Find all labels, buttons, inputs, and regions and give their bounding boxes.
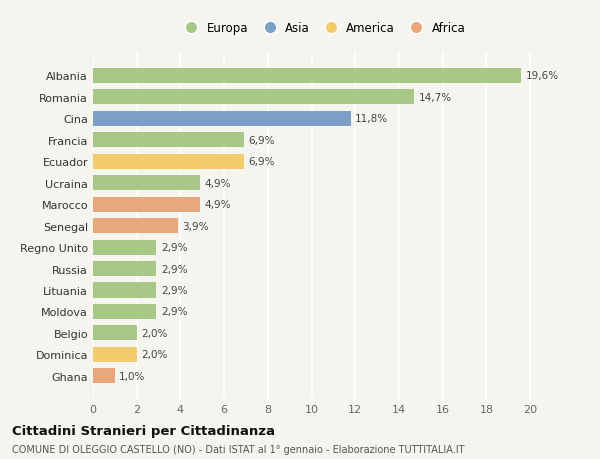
Bar: [93, 68, 521, 84]
Bar: [93, 369, 115, 384]
Text: 6,9%: 6,9%: [248, 157, 275, 167]
Text: Cittadini Stranieri per Cittadinanza: Cittadini Stranieri per Cittadinanza: [12, 425, 275, 437]
Bar: [93, 112, 351, 126]
Bar: [93, 197, 200, 212]
Text: 14,7%: 14,7%: [419, 92, 452, 102]
Text: 2,9%: 2,9%: [161, 285, 187, 295]
Bar: [93, 218, 178, 234]
Bar: [93, 154, 244, 169]
Text: 4,9%: 4,9%: [205, 178, 231, 188]
Bar: [93, 176, 200, 190]
Text: 2,0%: 2,0%: [141, 328, 167, 338]
Bar: [93, 262, 157, 276]
Bar: [93, 304, 157, 319]
Legend: Europa, Asia, America, Africa: Europa, Asia, America, Africa: [175, 17, 470, 39]
Bar: [93, 347, 137, 362]
Text: 2,9%: 2,9%: [161, 264, 187, 274]
Bar: [93, 326, 137, 341]
Text: 11,8%: 11,8%: [355, 114, 388, 124]
Text: 19,6%: 19,6%: [526, 71, 559, 81]
Text: 1,0%: 1,0%: [119, 371, 146, 381]
Text: COMUNE DI OLEGGIO CASTELLO (NO) - Dati ISTAT al 1° gennaio - Elaborazione TUTTIT: COMUNE DI OLEGGIO CASTELLO (NO) - Dati I…: [12, 444, 464, 454]
Bar: [93, 133, 244, 148]
Text: 2,9%: 2,9%: [161, 242, 187, 252]
Bar: [93, 240, 157, 255]
Bar: [93, 283, 157, 298]
Text: 2,0%: 2,0%: [141, 350, 167, 360]
Text: 3,9%: 3,9%: [182, 221, 209, 231]
Text: 6,9%: 6,9%: [248, 135, 275, 146]
Bar: [93, 90, 415, 105]
Text: 2,9%: 2,9%: [161, 307, 187, 317]
Text: 4,9%: 4,9%: [205, 200, 231, 210]
